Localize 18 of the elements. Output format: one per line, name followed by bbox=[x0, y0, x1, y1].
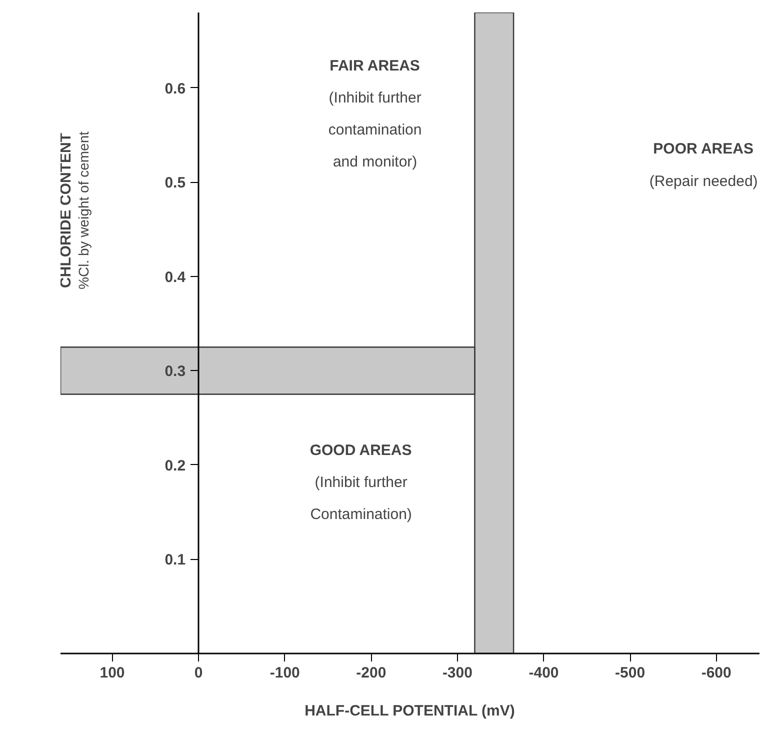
y-tick-label: 0.3 bbox=[164, 363, 186, 380]
x-tick-label: -400 bbox=[528, 664, 559, 682]
y-tick-label: 0.2 bbox=[164, 457, 186, 474]
x-tick-label: -500 bbox=[615, 664, 646, 682]
y-tick-label: 0.5 bbox=[164, 174, 186, 192]
x-tick-label: 100 bbox=[100, 664, 125, 682]
y-tick-label: 0.6 bbox=[164, 80, 186, 98]
x-axis-title: HALF-CELL POTENTIAL (mV) bbox=[304, 702, 515, 720]
x-tick-label: -600 bbox=[701, 664, 732, 682]
x-tick-label: -200 bbox=[356, 664, 386, 682]
annotation: FAIR AREAS (Inhibit further contamination and monitor) bbox=[328, 57, 422, 171]
annotation: POOR AREAS (Repair needed) bbox=[649, 140, 758, 190]
x-tick-label: -100 bbox=[270, 664, 300, 682]
x-tick-label: -300 bbox=[442, 664, 472, 682]
annotation: GOOD AREAS (Inhibit further Contamination) bbox=[310, 442, 412, 524]
y-tick-label: 0.1 bbox=[164, 552, 186, 569]
x-tick-label: 0 bbox=[194, 664, 203, 682]
y-tick-label: 0.4 bbox=[164, 268, 186, 286]
